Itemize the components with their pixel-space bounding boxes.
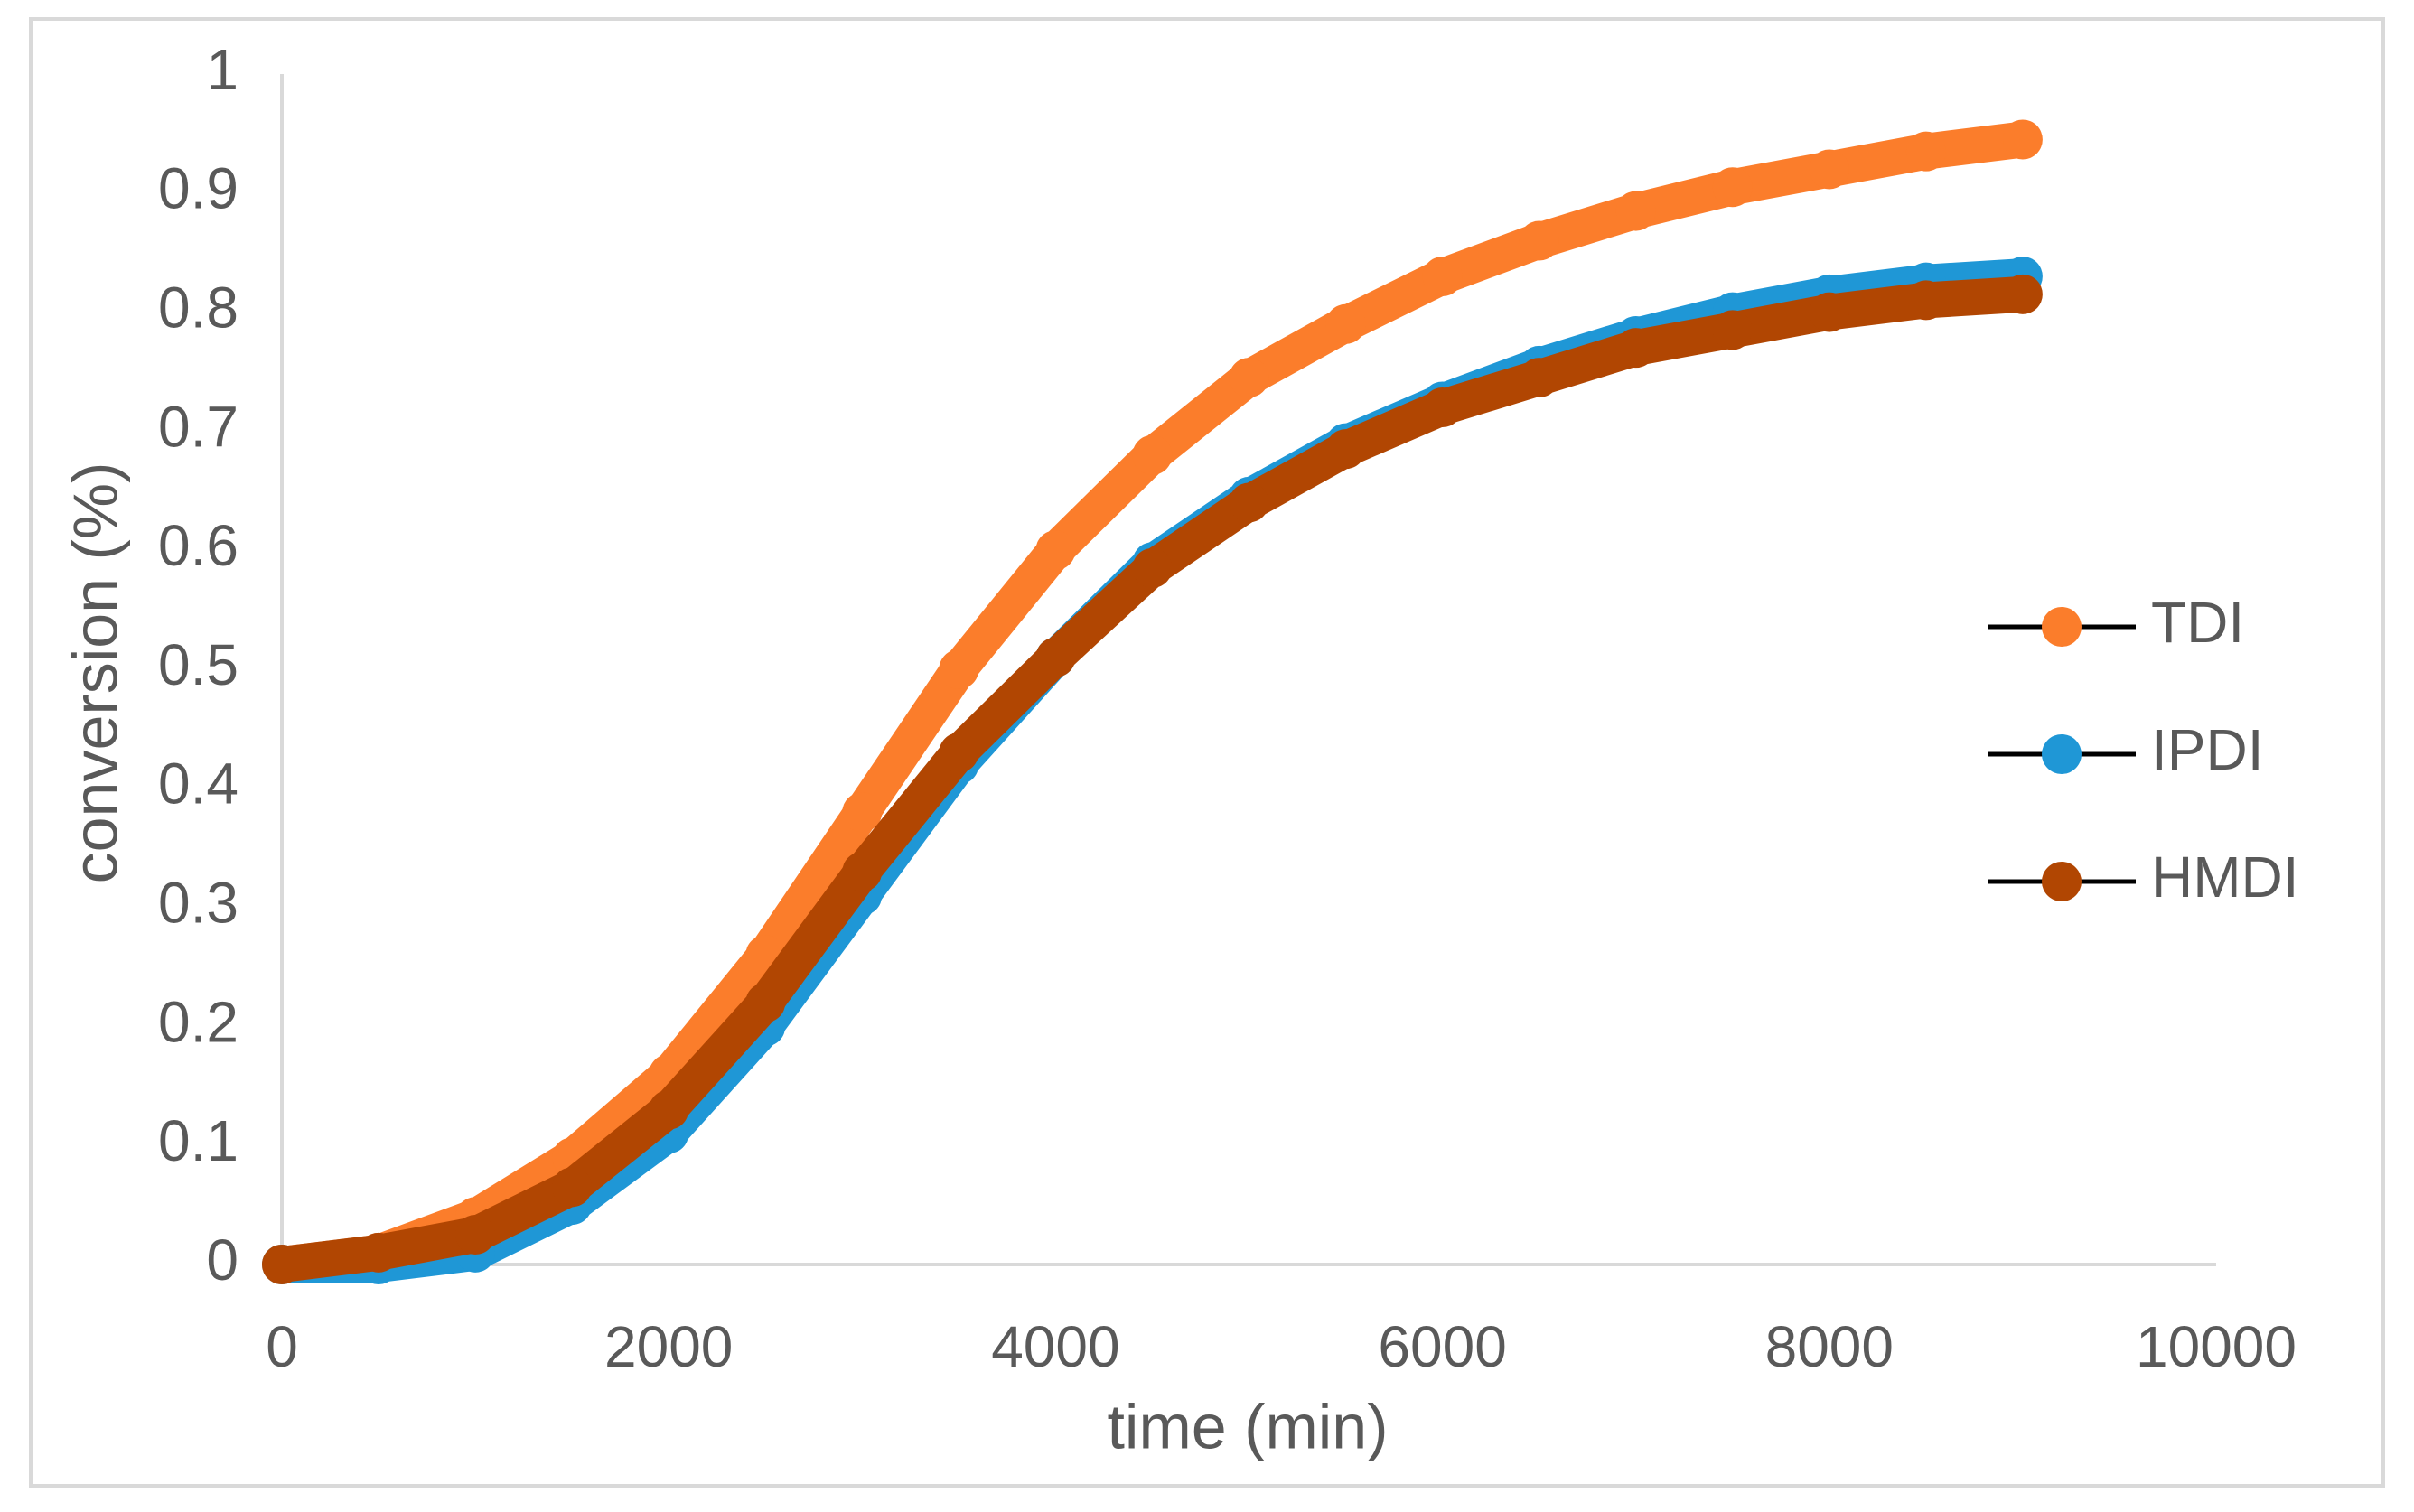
legend-marker [2042,862,2082,901]
data-point [1519,220,1559,261]
data-point [262,1245,302,1284]
data-point [2002,119,2043,160]
x-tick-label: 2000 [604,1314,733,1379]
y-tick-label: 0.9 [158,156,239,221]
legend-label: IPDI [2151,717,2263,782]
data-point [745,983,786,1023]
data-point [1422,387,1463,428]
data-point [1035,530,1076,571]
x-tick-label: 10000 [2136,1314,2297,1379]
y-tick-label: 1 [206,37,239,102]
data-point [1712,310,1753,350]
data-point [552,1167,593,1208]
data-point [1325,429,1366,470]
y-tick-label: 0.4 [158,751,239,817]
data-point [1229,482,1269,523]
data-point [842,792,883,833]
y-tick-label: 0.8 [158,275,239,341]
data-point [1422,257,1463,297]
x-tick-label: 6000 [1378,1314,1506,1379]
x-tick-label: 4000 [991,1314,1119,1379]
data-point [2002,274,2043,314]
data-point [1132,434,1173,475]
x-tick-label: 0 [266,1314,298,1379]
data-point [455,1215,496,1255]
data-point [1615,328,1656,369]
data-point [1712,167,1753,208]
data-point [1519,358,1559,398]
data-point [1809,149,1849,190]
legend-label: HMDI [2151,845,2299,910]
y-tick-label: 0.3 [158,871,239,936]
legend-label: TDI [2151,590,2244,655]
y-tick-label: 0.7 [158,394,239,459]
data-point [1905,280,1946,321]
x-tick-label: 8000 [1765,1314,1894,1379]
legend-marker [2042,734,2082,774]
data-point [939,733,979,773]
data-point [1132,547,1173,588]
y-tick-label: 0.5 [158,632,239,697]
y-axis-title: conversion (%) [60,462,130,884]
data-point [649,1089,689,1130]
data-point [939,649,979,689]
y-tick-label: 0 [206,1227,239,1293]
x-axis-title: time (min) [1107,1391,1388,1461]
legend-marker [2042,607,2082,647]
data-point [842,852,883,892]
y-tick-label: 0.6 [158,513,239,578]
data-point [1035,637,1076,677]
data-point [1809,292,1849,332]
y-tick-label: 0.1 [158,1108,239,1173]
y-tick-label: 0.2 [158,989,239,1054]
data-point [1615,191,1656,231]
data-point [1229,358,1269,398]
data-point [1325,303,1366,344]
data-point [359,1232,399,1273]
data-point [1905,131,1946,172]
